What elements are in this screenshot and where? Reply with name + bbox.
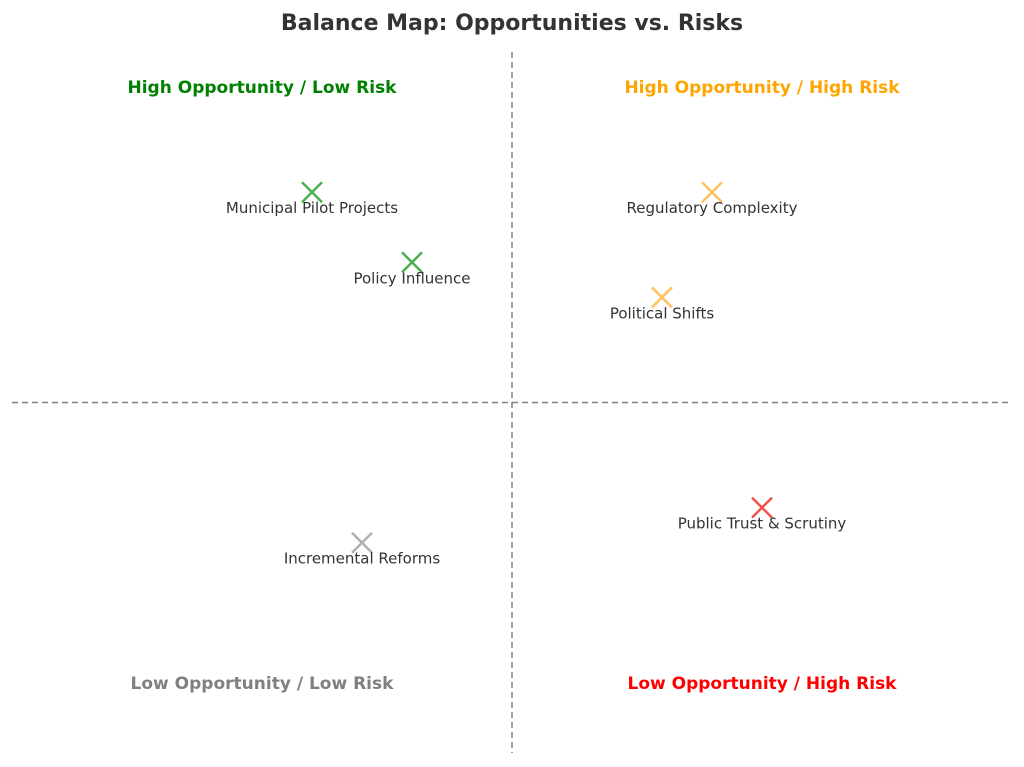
point-label: Municipal Pilot Projects <box>226 199 398 217</box>
point-label: Political Shifts <box>610 304 715 322</box>
data-point: Municipal Pilot Projects <box>226 181 398 217</box>
point-label: Regulatory Complexity <box>627 199 798 217</box>
x-marker-icon <box>701 181 723 204</box>
data-point: Incremental Reforms <box>284 531 441 568</box>
x-marker-icon <box>351 531 373 554</box>
x-marker-icon <box>301 181 323 204</box>
data-point: Public Trust & Scrutiny <box>678 496 847 533</box>
quadrant-label: High Opportunity / Low Risk <box>128 78 398 98</box>
x-marker-icon <box>651 286 673 309</box>
data-point: Policy Influence <box>353 251 471 287</box>
point-label: Policy Influence <box>353 269 470 287</box>
data-point: Regulatory Complexity <box>627 181 798 217</box>
quadrant-label: High Opportunity / High Risk <box>624 78 900 98</box>
quadrant-label: Low Opportunity / High Risk <box>628 674 898 694</box>
data-point: Political Shifts <box>610 286 715 322</box>
x-marker-icon <box>401 251 423 274</box>
quadrant-label: Low Opportunity / Low Risk <box>131 674 395 694</box>
x-marker-icon <box>751 496 773 519</box>
chart-title: Balance Map: Opportunities vs. Risks <box>281 11 743 36</box>
point-label: Incremental Reforms <box>284 550 441 568</box>
point-label: Public Trust & Scrutiny <box>678 515 847 533</box>
